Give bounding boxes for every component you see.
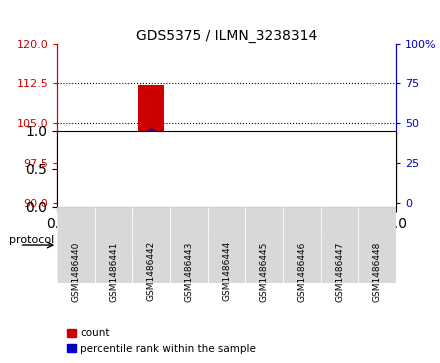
Bar (170, 207, 208, 283)
Bar (358, 207, 396, 283)
Text: GSM1486441: GSM1486441 (109, 241, 118, 302)
Text: shDEK14 shRNA
knockdown: shDEK14 shRNA knockdown (191, 235, 263, 255)
Text: GSM1486444: GSM1486444 (222, 241, 231, 301)
Bar (364, 154, 390, 203)
Bar (283, 207, 321, 283)
Text: GSM1486443: GSM1486443 (184, 241, 194, 302)
Text: GSM1486448: GSM1486448 (373, 241, 381, 302)
Bar (321, 207, 358, 283)
Bar (57, 211, 170, 280)
Bar (208, 207, 246, 283)
Bar (63, 164, 89, 203)
Bar (213, 185, 240, 203)
Text: GSM1486445: GSM1486445 (260, 241, 269, 302)
Text: GSM1486446: GSM1486446 (297, 241, 306, 302)
Bar (326, 145, 353, 203)
Bar (176, 187, 202, 203)
Bar (132, 207, 170, 283)
Bar (57, 207, 95, 283)
Title: GDS5375 / ILMN_3238314: GDS5375 / ILMN_3238314 (136, 29, 317, 42)
Text: shDEK17 shRNA
knockdown: shDEK17 shRNA knockdown (303, 235, 376, 255)
Bar (138, 85, 165, 203)
Bar (95, 207, 132, 283)
Text: protocol: protocol (9, 234, 54, 245)
Bar (246, 207, 283, 283)
Bar (283, 211, 396, 280)
Text: GSM1486440: GSM1486440 (72, 241, 81, 302)
Bar (100, 142, 127, 203)
Bar (289, 134, 315, 203)
Legend: count, percentile rank within the sample: count, percentile rank within the sample (62, 324, 260, 358)
Bar (251, 137, 278, 203)
Text: empty vector
shRNA control: empty vector shRNA control (82, 235, 146, 255)
Bar (170, 211, 283, 280)
Text: GSM1486442: GSM1486442 (147, 241, 156, 301)
Text: GSM1486447: GSM1486447 (335, 241, 344, 302)
